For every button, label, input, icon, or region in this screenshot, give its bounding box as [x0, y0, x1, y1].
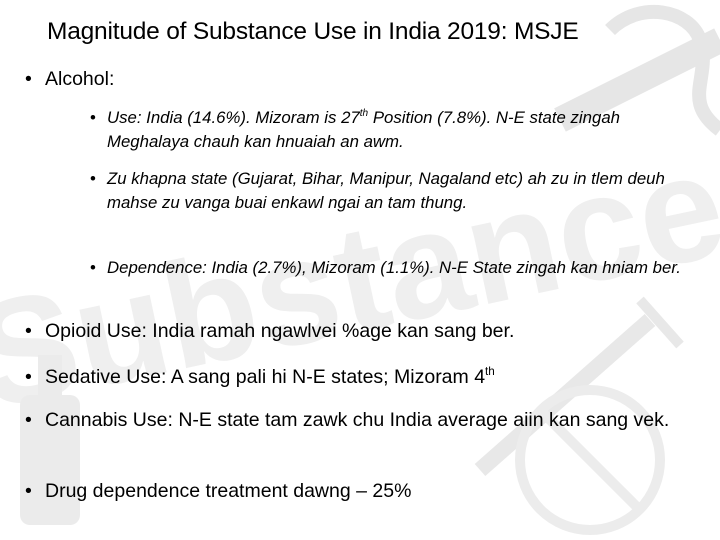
bullet-dot: •	[90, 108, 96, 127]
slide-title: Magnitude of Substance Use in India 2019…	[47, 18, 579, 45]
superscript: th	[485, 364, 495, 378]
cigarette-icon	[554, 4, 720, 136]
bullet-dot: •	[90, 169, 96, 188]
bullet-dot: •	[25, 366, 32, 388]
bullet-text: Drug dependence treatment dawng – 25%	[45, 480, 412, 502]
bullet-text: Cannabis Use: N-E state tam zawk chu Ind…	[45, 409, 670, 431]
subbullet-zu-khapna: • Zu khapna state (Gujarat, Bihar, Manip…	[90, 167, 690, 215]
bullet-dot: •	[25, 320, 32, 342]
bullet-dot: •	[90, 258, 96, 277]
subbullet-use: • Use: India (14.6%). Mizoram is 27th Po…	[90, 106, 690, 154]
bullet-sedative: • Sedative Use: A sang pali hi N-E state…	[25, 362, 680, 392]
subbullet-text: Zu khapna state (Gujarat, Bihar, Manipur…	[107, 169, 665, 212]
bullet-dot: •	[25, 409, 32, 431]
text-part: Position (7.8%). N-E state zingah Meghal…	[107, 108, 620, 151]
subbullet-text: Use: India (14.6%). Mizoram is 27th Posi…	[107, 106, 690, 154]
bullet-opioid: • Opioid Use: India ramah ngawlvei %age …	[25, 316, 680, 346]
text-part: Sedative Use: A sang pali hi N-E states;…	[45, 366, 486, 388]
text-part: Use: India (14.6%). Mizoram is 27	[107, 108, 360, 127]
bullet-text: Sedative Use: A sang pali hi N-E states;…	[45, 362, 680, 392]
no-symbol-icon	[515, 385, 665, 535]
bullet-dot: •	[25, 68, 32, 90]
superscript: th	[359, 107, 369, 119]
bullet-text: Opioid Use: India ramah ngawlvei %age ka…	[45, 320, 515, 342]
bullet-alcohol: • Alcohol:	[25, 64, 680, 94]
bullet-dot: •	[25, 480, 32, 502]
bottle-icon	[20, 355, 80, 525]
subbullet-dependence: • Dependence: India (2.7%), Mizoram (1.1…	[90, 256, 690, 280]
subbullet-text: Dependence: India (2.7%), Mizoram (1.1%)…	[107, 258, 681, 277]
bullet-drug-dependence: • Drug dependence treatment dawng – 25%	[25, 476, 680, 506]
bullet-cannabis: • Cannabis Use: N-E state tam zawk chu I…	[25, 405, 680, 435]
bullet-text: Alcohol:	[45, 68, 115, 90]
